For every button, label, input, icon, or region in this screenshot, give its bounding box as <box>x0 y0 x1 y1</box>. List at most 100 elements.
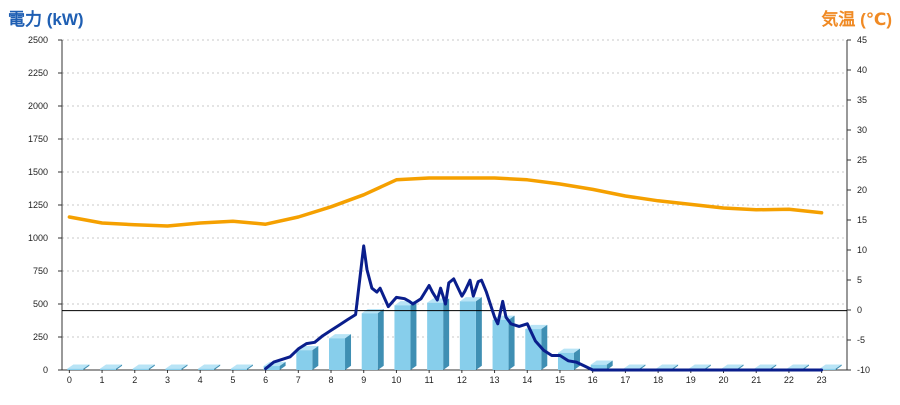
x-tick-label: 12 <box>457 375 467 385</box>
x-tick-label: 7 <box>296 375 301 385</box>
bar <box>590 364 607 370</box>
x-tick-label: 1 <box>100 375 105 385</box>
x-tick-label: 19 <box>686 375 696 385</box>
bar-top <box>656 364 679 369</box>
bar-side <box>443 298 450 370</box>
bar-top <box>557 348 580 353</box>
bar <box>230 368 247 370</box>
x-tick-label: 14 <box>522 375 532 385</box>
right-tick-label: 45 <box>857 35 867 45</box>
x-tick-label: 9 <box>361 375 366 385</box>
bar-top <box>230 364 253 369</box>
x-tick-label: 17 <box>620 375 630 385</box>
right-tick-label: 0 <box>857 305 862 315</box>
x-tick-label: 13 <box>490 375 500 385</box>
x-tick-label: 20 <box>719 375 729 385</box>
x-tick-label: 23 <box>817 375 827 385</box>
right-tick-label: 30 <box>857 125 867 135</box>
temperature-line <box>67 176 824 228</box>
x-tick-label: 8 <box>329 375 334 385</box>
bar-top <box>688 364 711 369</box>
left-tick-label: 1500 <box>28 167 48 177</box>
x-tick-label: 3 <box>165 375 170 385</box>
right-tick-label: 20 <box>857 185 867 195</box>
bar-side <box>377 309 384 370</box>
bar <box>492 319 509 370</box>
x-tick-label: 6 <box>263 375 268 385</box>
bar-side <box>312 346 319 370</box>
left-tick-label: 1250 <box>28 200 48 210</box>
left-tick-label: 2250 <box>28 68 48 78</box>
bar <box>296 350 313 370</box>
bar-top <box>165 364 188 369</box>
bar <box>263 366 280 370</box>
bar-side <box>541 324 548 370</box>
bar <box>394 305 411 370</box>
bar-side <box>246 364 253 370</box>
right-tick-label: 35 <box>857 95 867 105</box>
bar <box>132 368 149 370</box>
left-tick-label: 500 <box>33 299 48 309</box>
bar-top <box>67 364 90 369</box>
bar <box>67 368 84 370</box>
bar-top <box>361 309 384 314</box>
bar-top <box>329 334 352 339</box>
bar-top <box>754 364 777 369</box>
right-tick-label: 15 <box>857 215 867 225</box>
bar-side <box>83 364 90 370</box>
x-tick-label: 11 <box>424 375 433 385</box>
x-tick-label: 18 <box>653 375 663 385</box>
bar-top <box>459 297 482 302</box>
bar <box>427 302 444 370</box>
bar-top <box>819 364 842 369</box>
bar <box>165 368 182 370</box>
bar <box>100 368 117 370</box>
left-tick-label: 2000 <box>28 101 48 111</box>
right-tick-label: 5 <box>857 275 862 285</box>
bar <box>361 313 378 370</box>
bar-side <box>279 361 286 370</box>
bar-top <box>623 364 646 369</box>
left-tick-label: 1750 <box>28 134 48 144</box>
left-axis-title: 電力 (kW) <box>8 10 84 29</box>
x-tick-label: 22 <box>784 375 794 385</box>
bar-top <box>590 360 613 365</box>
bar-side <box>345 334 352 370</box>
bar-side <box>148 364 155 370</box>
bar-side <box>508 315 515 370</box>
bar-side <box>835 364 842 370</box>
right-tick-label: -5 <box>857 335 865 345</box>
bar-side <box>181 364 188 370</box>
bar-top <box>786 364 809 369</box>
bar <box>525 329 542 370</box>
left-tick-label: 750 <box>33 266 48 276</box>
bar <box>329 338 346 370</box>
left-tick-label: 250 <box>33 332 48 342</box>
bar-side <box>606 360 613 370</box>
bar-top <box>721 364 744 369</box>
x-tick-label: 21 <box>751 375 761 385</box>
right-axis-title: 気温 (℃) <box>821 10 892 29</box>
right-tick-label: 40 <box>857 65 867 75</box>
bar-side <box>410 301 417 370</box>
bar-side <box>214 364 221 370</box>
left-tick-label: 0 <box>43 365 48 375</box>
power-line <box>264 244 824 372</box>
x-tick-label: 5 <box>230 375 235 385</box>
x-tick-label: 16 <box>588 375 598 385</box>
bar <box>819 368 836 370</box>
bar-side <box>116 364 123 370</box>
bar <box>198 368 215 370</box>
x-tick-label: 4 <box>198 375 203 385</box>
x-tick-label: 15 <box>555 375 565 385</box>
left-tick-label: 1000 <box>28 233 48 243</box>
right-tick-label: 25 <box>857 155 867 165</box>
right-tick-label: -10 <box>857 365 870 375</box>
bar-top <box>100 364 123 369</box>
right-tick-label: 10 <box>857 245 867 255</box>
x-tick-label: 0 <box>67 375 72 385</box>
bar-top <box>198 364 221 369</box>
bar-side <box>475 297 482 370</box>
